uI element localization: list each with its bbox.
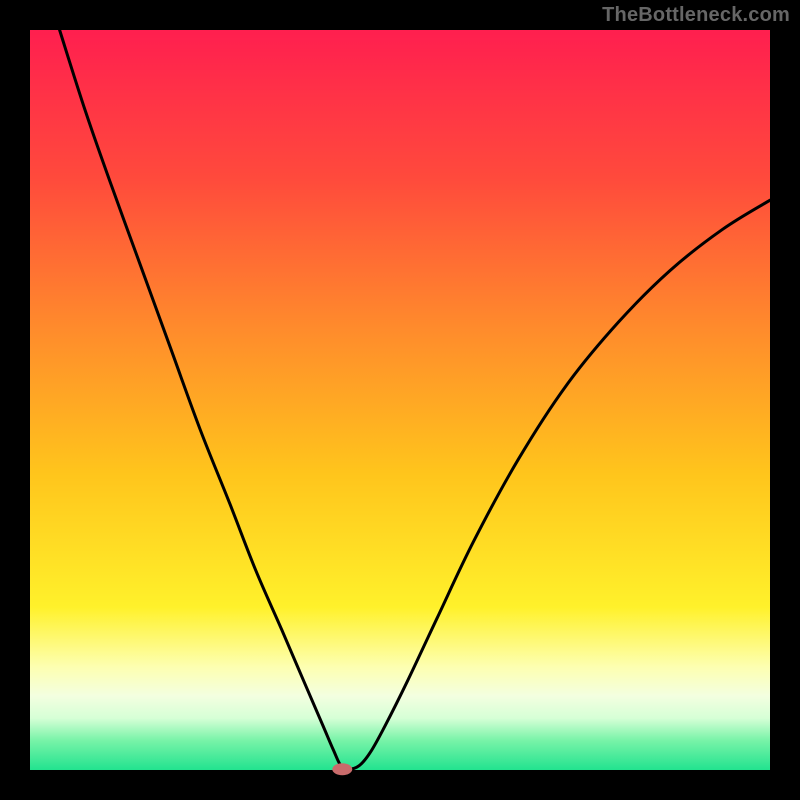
- bottleneck-chart: [0, 0, 800, 800]
- optimal-point-marker: [332, 763, 352, 775]
- watermark-text: TheBottleneck.com: [602, 4, 790, 27]
- chart-viewport: TheBottleneck.com: [0, 0, 800, 800]
- plot-background: [30, 30, 770, 770]
